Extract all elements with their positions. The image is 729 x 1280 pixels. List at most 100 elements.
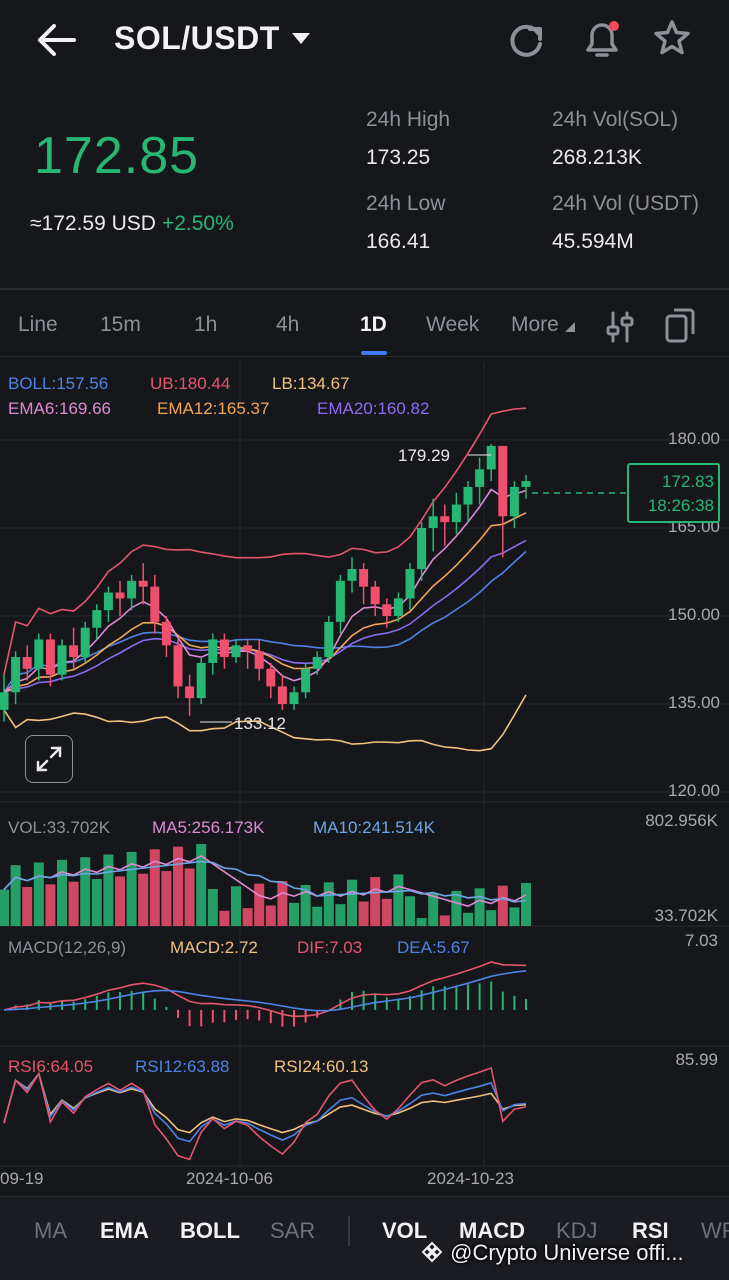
indicator-vol[interactable]: VOL [382, 1218, 428, 1243]
indicator-wr[interactable]: WR [701, 1218, 729, 1243]
volume-bar [68, 881, 79, 926]
low-value: 166.41 [366, 230, 431, 253]
candle-body [277, 686, 287, 704]
indicator-macd[interactable]: MACD [459, 1218, 525, 1243]
notification-dot [609, 21, 619, 31]
alerts-button[interactable] [580, 16, 624, 67]
tab-1h[interactable]: 1h [194, 313, 218, 336]
divider [0, 356, 729, 357]
ema20-label: EMA20:160.82 [317, 399, 430, 418]
indicator-bar [0, 1196, 729, 1280]
tab-4h[interactable]: 4h [276, 313, 300, 336]
usd-equivalent: ≈172.59 USD +2.50% [30, 212, 234, 236]
volume-bar [242, 908, 253, 926]
rsi6-line [3, 1066, 527, 1161]
pair-title[interactable]: SOL/USDT [114, 20, 280, 56]
ub-label: UB:180.44 [150, 374, 231, 393]
indicator-boll[interactable]: BOLL [180, 1218, 240, 1243]
ema12-line [3, 512, 527, 694]
price-axis-label: 120.00 [668, 781, 720, 800]
max-price-marker: 179.29 [398, 446, 450, 465]
volume-bar [486, 910, 497, 926]
candlestick-chart[interactable] [0, 360, 729, 1195]
candle-body [405, 569, 415, 599]
indicator-settings-icon [606, 311, 634, 343]
back-arrow-icon [38, 24, 76, 56]
dif-label: DIF:7.03 [297, 938, 363, 957]
volume-bar [370, 877, 381, 926]
candle-body [92, 610, 102, 628]
tab-more[interactable]: More [511, 313, 575, 337]
tab-1d[interactable]: 1D [360, 313, 387, 336]
tab-line[interactable]: Line [18, 313, 58, 336]
volume-bar [439, 915, 450, 926]
date-label: 2024-10-23 [427, 1169, 514, 1188]
ema12-label: EMA12:165.37 [157, 399, 270, 418]
boll-upper-line [3, 407, 527, 675]
indicator-sar[interactable]: SAR [270, 1218, 316, 1243]
candle-body [219, 639, 229, 658]
candle-body [417, 528, 427, 570]
volume-bar [231, 886, 241, 926]
vol-usdt-label: 24h Vol (USDT) [552, 192, 700, 215]
candle-body [173, 645, 183, 687]
ema6-label: EMA6:169.66 [8, 399, 112, 418]
candle-countdown: 18:26:38 [647, 496, 714, 515]
volume-bar [196, 843, 207, 926]
indicator-ema[interactable]: EMA [100, 1218, 149, 1243]
caret-icon [564, 322, 575, 332]
copy-button[interactable] [664, 306, 696, 349]
refresh-icon [510, 24, 542, 57]
candle-body [243, 645, 253, 652]
indicator-ma[interactable]: MA [34, 1218, 67, 1243]
vol-usdt-value: 45.594M [552, 230, 634, 253]
candle-body [22, 657, 32, 669]
tab-week[interactable]: Week [426, 313, 480, 336]
rsi24-line [3, 1071, 527, 1134]
indicator-rsi[interactable]: RSI [632, 1218, 669, 1243]
indicator-settings-button[interactable] [604, 310, 636, 349]
date-label: 09-19 [0, 1169, 44, 1188]
divider [0, 288, 729, 290]
back-button[interactable] [30, 20, 82, 60]
volume-bar [45, 884, 56, 926]
tab-15m[interactable]: 15m [100, 313, 141, 336]
indicator-kdj[interactable]: KDJ [556, 1218, 598, 1243]
fullscreen-button[interactable] [25, 735, 73, 783]
candle-body [475, 469, 485, 487]
star-icon [654, 20, 690, 55]
vol-ma10-line [3, 860, 527, 903]
candle-body [428, 516, 438, 528]
candle-body [498, 445, 508, 517]
candle-body [231, 645, 241, 658]
macd-title: MACD(12,26,9) [8, 938, 127, 957]
volume-bar [323, 882, 334, 926]
vol-axis-top: 802.956K [645, 811, 718, 830]
favorite-button[interactable] [652, 18, 692, 63]
candle-body [80, 627, 90, 658]
refresh-button[interactable] [506, 20, 548, 65]
volume-bar [126, 851, 137, 926]
vol-sol-value: 268.213K [552, 146, 642, 169]
vol-sol-label: 24h Vol(SOL) [552, 108, 679, 131]
high-label: 24h High [366, 108, 451, 131]
dea-label: DEA:5.67 [397, 938, 470, 957]
volume-bar [149, 849, 160, 926]
volume-bar [463, 912, 473, 926]
volume-bar [381, 898, 392, 926]
vol-label: VOL:33.702K [8, 818, 111, 837]
candle-body [521, 481, 531, 487]
dif-line [3, 961, 527, 1018]
chevron-down-icon[interactable] [292, 33, 310, 44]
volume-bar [265, 905, 276, 926]
macd-label: MACD:2.72 [170, 938, 258, 957]
volume-bar [474, 888, 485, 926]
candle-body [208, 639, 218, 663]
rsi12-line [3, 1071, 527, 1143]
candle-body [254, 651, 264, 669]
copy-icon [665, 308, 695, 343]
volume-bar [416, 918, 427, 926]
volume-bar [358, 901, 369, 926]
dea-line [3, 970, 527, 1012]
candle-body [289, 692, 299, 704]
